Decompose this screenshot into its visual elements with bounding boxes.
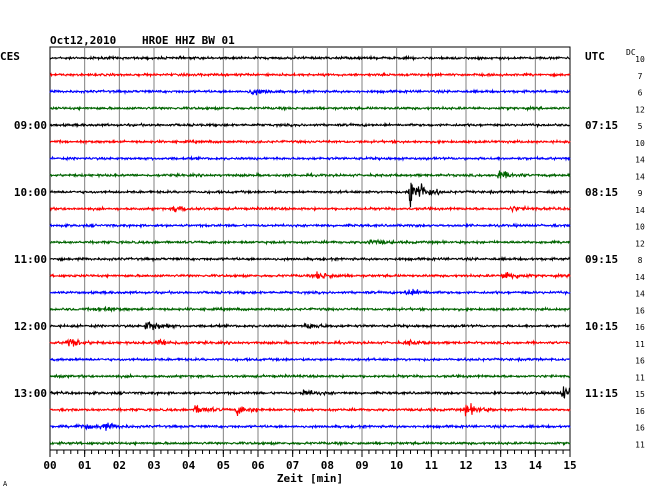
x-tick-label: 07 bbox=[286, 459, 299, 472]
seismic-trace bbox=[49, 288, 571, 296]
x-tick-label: 06 bbox=[251, 459, 265, 472]
seismic-traces bbox=[49, 54, 571, 447]
seismic-trace bbox=[49, 182, 571, 208]
seismic-trace bbox=[49, 321, 571, 331]
seismic-trace bbox=[49, 104, 571, 112]
record-date: Oct12,2010 bbox=[50, 34, 117, 47]
dc-value: 16 bbox=[635, 323, 645, 332]
dc-value: 16 bbox=[635, 407, 645, 416]
left-time-label: 13:00 bbox=[14, 387, 47, 400]
seismic-trace bbox=[49, 271, 571, 281]
seismic-trace bbox=[49, 54, 571, 62]
seismic-trace bbox=[49, 372, 571, 380]
seismic-trace bbox=[50, 138, 571, 146]
dc-header-label: DC bbox=[626, 48, 636, 57]
dc-value: 8 bbox=[638, 256, 643, 265]
x-tick-label: 08 bbox=[321, 459, 334, 472]
plot-frame bbox=[49, 46, 571, 451]
seismic-trace bbox=[49, 440, 571, 447]
x-tick-label: 14 bbox=[529, 459, 543, 472]
dc-value: 16 bbox=[635, 357, 645, 366]
dc-value: 14 bbox=[635, 290, 645, 299]
seismic-trace bbox=[49, 170, 571, 179]
right-timezone-label: UTC bbox=[585, 50, 605, 63]
dc-value: 16 bbox=[635, 306, 645, 315]
dc-value: 12 bbox=[635, 105, 645, 114]
x-tick-label: 12 bbox=[459, 459, 472, 472]
x-tick-label: 02 bbox=[113, 459, 126, 472]
dc-value: 9 bbox=[638, 189, 643, 198]
x-tick-label: 04 bbox=[182, 459, 196, 472]
dc-value: 11 bbox=[635, 373, 645, 382]
seismic-trace bbox=[49, 305, 571, 313]
dc-value: 14 bbox=[635, 172, 645, 181]
plot-grid bbox=[49, 46, 571, 451]
station-code: HROE HHZ BW 01 bbox=[142, 34, 235, 47]
right-time-label: 10:15 bbox=[585, 320, 618, 333]
left-time-label: 09:00 bbox=[14, 119, 47, 132]
left-time-label: 10:00 bbox=[14, 186, 47, 199]
seismic-trace bbox=[50, 422, 571, 431]
axis-labels: 10 7 6 12 5 10 14 14 9 14 10 12 8 14 14 16 16 11 16 11 15 16 1… bbox=[3, 55, 645, 488]
seismic-trace bbox=[49, 338, 571, 347]
left-timezone-label: CES bbox=[0, 50, 20, 63]
left-time-label: 11:00 bbox=[14, 253, 47, 266]
dc-value: 5 bbox=[638, 122, 643, 131]
x-tick-label: 13 bbox=[494, 459, 507, 472]
dc-value: 14 bbox=[635, 206, 645, 215]
seismic-trace bbox=[49, 154, 571, 162]
dc-value: 11 bbox=[635, 340, 645, 349]
right-time-label: 07:15 bbox=[585, 119, 618, 132]
dc-value: 16 bbox=[635, 424, 645, 433]
dc-value: 10 bbox=[635, 223, 645, 232]
dc-value: 10 bbox=[635, 139, 645, 148]
right-time-label: 08:15 bbox=[585, 186, 618, 199]
seismic-trace bbox=[49, 121, 571, 129]
dc-value: 11 bbox=[635, 440, 645, 449]
seismic-trace bbox=[49, 238, 571, 246]
seismic-trace bbox=[49, 71, 571, 78]
x-tick-label: 10 bbox=[390, 459, 403, 472]
right-time-label: 09:15 bbox=[585, 253, 618, 266]
dc-value: 15 bbox=[635, 390, 645, 399]
seismic-trace bbox=[49, 386, 571, 399]
x-tick-label: 05 bbox=[217, 459, 230, 472]
x-tick-label: 00 bbox=[43, 459, 56, 472]
right-time-label: 11:15 bbox=[585, 387, 618, 400]
x-tick-label: 15 bbox=[563, 459, 576, 472]
seismic-trace bbox=[49, 88, 571, 96]
left-time-label: 12:00 bbox=[14, 320, 47, 333]
x-tick-label: 03 bbox=[147, 459, 160, 472]
seismic-trace bbox=[49, 255, 571, 263]
seismic-trace bbox=[49, 403, 571, 417]
seismic-trace bbox=[49, 356, 571, 363]
seismic-trace bbox=[49, 222, 571, 230]
dc-value: 6 bbox=[638, 89, 643, 98]
dc-value: 14 bbox=[635, 156, 645, 165]
x-axis-label: Zeit [min] bbox=[277, 472, 343, 485]
x-tick-label: 01 bbox=[78, 459, 92, 472]
dc-value: 7 bbox=[638, 72, 643, 81]
x-tick-label: 09 bbox=[355, 459, 368, 472]
corner-mark: A bbox=[3, 480, 8, 488]
dc-value: 10 bbox=[635, 55, 645, 64]
x-tick-label: 11 bbox=[425, 459, 439, 472]
dc-value: 14 bbox=[635, 273, 645, 282]
seismic-trace bbox=[49, 204, 571, 214]
dc-value: 12 bbox=[635, 239, 645, 248]
